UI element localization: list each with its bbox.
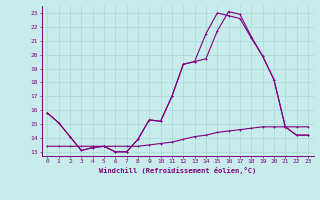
X-axis label: Windchill (Refroidissement éolien,°C): Windchill (Refroidissement éolien,°C) <box>99 167 256 174</box>
